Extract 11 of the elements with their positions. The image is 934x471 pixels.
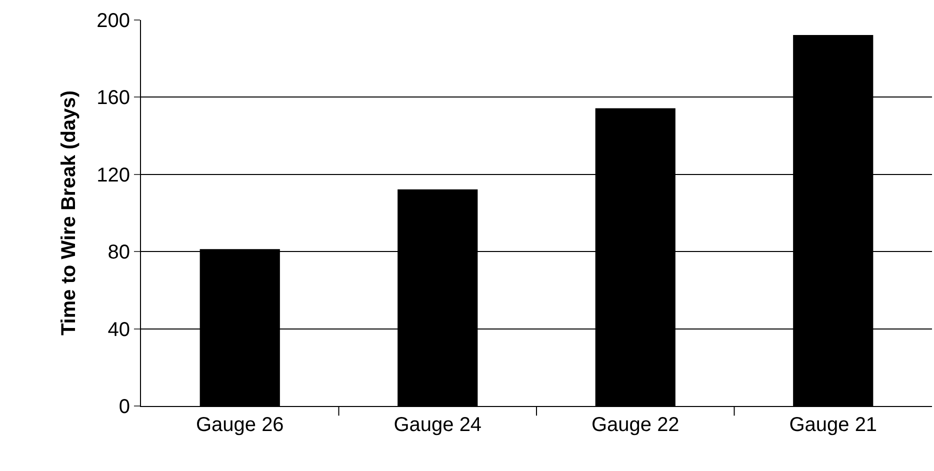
x-tick-label: Gauge 21 — [789, 414, 878, 436]
x-tick-label: Gauge 26 — [196, 414, 284, 436]
y-tick-label: 160 — [96, 87, 130, 110]
y-axis-title: Time to Wire Break (days) — [58, 90, 80, 336]
y-tick-label: 40 — [108, 318, 130, 341]
x-tick-label: Gauge 22 — [591, 414, 680, 436]
y-tick-label: 120 — [96, 164, 130, 186]
y-tick-label: 80 — [108, 242, 130, 264]
y-tick-label: 0 — [118, 396, 130, 418]
x-tick-label: Gauge 24 — [394, 414, 482, 436]
y-tick-label: 200 — [96, 10, 130, 32]
